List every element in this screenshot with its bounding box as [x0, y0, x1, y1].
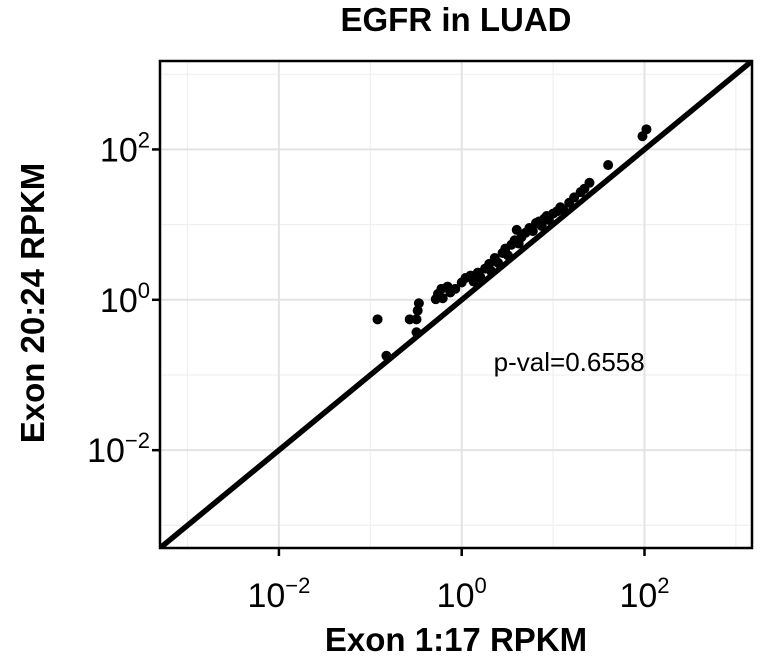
data-point [584, 177, 595, 188]
data-point [502, 250, 513, 261]
x-tick-label: 10−2 [247, 573, 310, 615]
data-point [641, 124, 652, 135]
data-point [450, 283, 461, 294]
data-point [493, 257, 504, 268]
y-tick-label: 102 [100, 127, 150, 169]
x-axis-ticks: 10−2 100 102 [247, 548, 670, 615]
data-point [413, 298, 424, 309]
data-point [475, 272, 486, 283]
identity-line-group [160, 61, 752, 548]
data-point [603, 160, 614, 171]
data-point [411, 327, 422, 338]
data-point [437, 293, 448, 304]
p-value-annotation: p-val=0.6558 [494, 347, 645, 377]
data-point [558, 205, 569, 216]
identity-line [160, 61, 752, 548]
data-point [527, 226, 538, 237]
data-points [372, 124, 652, 361]
data-point [511, 224, 522, 235]
data-point [381, 350, 392, 361]
data-point [411, 314, 422, 325]
data-point [486, 266, 497, 277]
y-tick-label: 100 [100, 278, 150, 320]
y-axis-ticks: 102 100 10−2 [87, 127, 160, 470]
y-tick-label: 10−2 [87, 428, 150, 470]
chart-title: EGFR in LUAD [340, 1, 572, 38]
x-tick-label: 102 [619, 573, 669, 615]
panel-border [158, 59, 754, 550]
data-point [372, 314, 383, 325]
x-axis-label: Exon 1:17 RPKM [324, 621, 588, 658]
x-tick-label: 100 [437, 573, 487, 615]
